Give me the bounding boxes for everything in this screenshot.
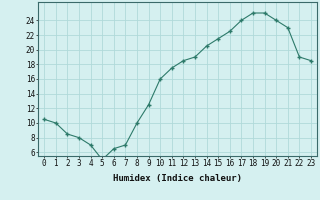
X-axis label: Humidex (Indice chaleur): Humidex (Indice chaleur) (113, 174, 242, 183)
